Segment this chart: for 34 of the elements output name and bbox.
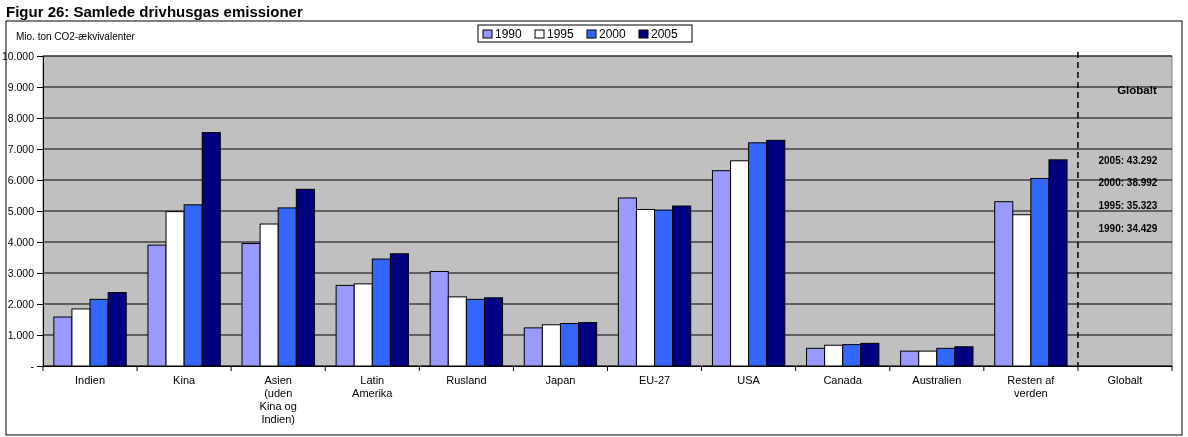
y-tick-label: 5.000 [7, 204, 35, 217]
y-tick-label: 1.000 [7, 328, 35, 341]
chart-title: Figur 26: Samlede drivhusgas emissioner [6, 3, 303, 20]
annotation: Globalt [1117, 84, 1157, 96]
y-tick-label: 9.000 [7, 80, 35, 93]
x-tick-label: Canada [823, 374, 863, 386]
annotation: 1995: 35.323 [1098, 200, 1158, 211]
annotation: 1990: 34.429 [1098, 223, 1158, 234]
y-tick-label: 3.000 [7, 266, 35, 279]
y-axis-title: Mio. ton CO2-ækvivalenter [16, 31, 136, 42]
y-tick-label: 4.000 [7, 235, 35, 248]
legend-label: 2005 [651, 27, 679, 41]
x-tick-label: Australien [912, 374, 962, 386]
x-tick-label: Asien (uden Kina og Indien) [259, 374, 297, 425]
legend-label: 1990 [495, 27, 523, 41]
legend-label: 2000 [599, 27, 627, 41]
x-tick-label: Indien [75, 374, 106, 386]
legend-label: 1995 [547, 27, 575, 41]
y-tick-label: 6.000 [7, 173, 35, 186]
x-tick-label: Globalt [1107, 374, 1143, 386]
y-tick-label: 7.000 [7, 142, 35, 155]
x-tick-label: Rusland [446, 374, 487, 386]
x-tick-label: USA [737, 374, 761, 386]
y-tick-label: 8.000 [7, 111, 35, 124]
x-tick-label: Kina [173, 374, 197, 386]
annotation: 2000: 38.992 [1098, 177, 1158, 188]
x-tick-label: Latin Amerika [352, 374, 394, 399]
y-tick-label: 2.000 [7, 297, 35, 310]
x-tick-label: Resten af verden [1007, 374, 1056, 399]
x-tick-label: EU-27 [638, 374, 671, 386]
annotation: 2005: 43.292 [1098, 155, 1158, 166]
x-tick-label: Japan [545, 374, 576, 386]
y-tick-label: 10.000 [1, 49, 35, 62]
y-tick-label: - [30, 359, 35, 372]
